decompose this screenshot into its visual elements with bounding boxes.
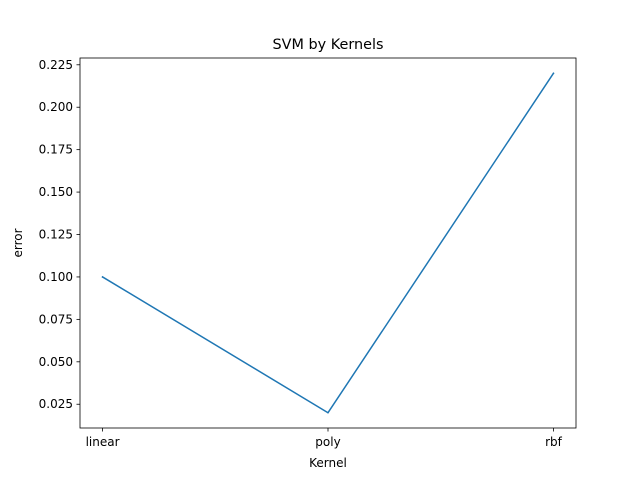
y-tick-label: 0.225	[39, 58, 73, 72]
data-point-linear	[101, 276, 104, 278]
data-point-rbf	[552, 72, 555, 75]
y-tick-label: 0.125	[39, 228, 73, 242]
x-tick-label-linear: linear	[86, 435, 120, 449]
y-tick-label: 0.200	[39, 100, 73, 114]
data-point-poly	[327, 411, 329, 414]
x-tick-label-rbf: rbf	[545, 435, 563, 449]
y-tick-label: 0.050	[39, 355, 73, 369]
y-tick-label: 0.100	[39, 270, 73, 284]
y-tick-label: 0.150	[39, 185, 73, 199]
y-tick-label: 0.175	[39, 143, 73, 157]
chart-title: SVM by Kernels	[273, 37, 384, 53]
y-axis-label: error	[11, 228, 25, 257]
y-tick-label: 0.025	[39, 397, 73, 411]
y-axis: 0.025 0.050 0.075 0.100 0.125 0.150 0.175 0.200…	[39, 58, 80, 411]
y-tick-label: 0.075	[39, 312, 73, 326]
x-tick-label-poly: poly	[315, 435, 340, 449]
x-axis: linear poly rbf	[86, 428, 563, 449]
x-axis-label: Kernel	[309, 456, 347, 470]
